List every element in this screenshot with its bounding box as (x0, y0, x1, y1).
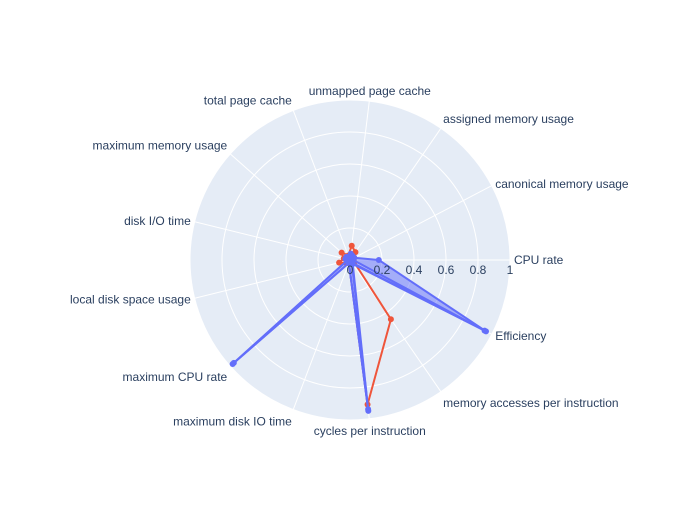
category-label: assigned memory usage (443, 112, 574, 126)
data-point (481, 327, 488, 334)
radial-ticks: 0 0.2 0.4 0.6 0.8 1 (347, 263, 514, 277)
category-label: disk I/O time (124, 214, 191, 228)
data-point (230, 359, 237, 366)
radial-tick-label: 0.8 (470, 263, 487, 277)
polar-series (229, 242, 490, 414)
category-label: memory accesses per instruction (443, 396, 618, 410)
grid-spoke (349, 259, 442, 392)
radial-tick-label: 1 (507, 263, 514, 277)
data-point (336, 259, 343, 266)
radial-tick-label: 0 (347, 263, 354, 277)
data-point (375, 257, 382, 263)
series-2 (230, 253, 488, 413)
data-point (365, 406, 372, 413)
grid-spoke (349, 128, 442, 261)
radial-tick-label: 0.2 (374, 263, 391, 277)
data-point (348, 259, 355, 266)
angular-labels: CPU rate canonical memory usage assigned m… (70, 84, 629, 438)
grid-spoke (229, 153, 351, 261)
category-label: local disk space usage (70, 292, 191, 306)
grid-spoke (349, 101, 370, 261)
category-label: maximum memory usage (93, 138, 228, 152)
radial-tick-label: 0.6 (438, 263, 455, 277)
grid-spoke (194, 221, 351, 261)
category-label: total page cache (204, 94, 292, 108)
data-point (348, 242, 355, 249)
category-label: Efficiency (495, 329, 546, 343)
data-point (387, 316, 394, 323)
category-label: CPU rate (514, 253, 564, 267)
grid-spoke (349, 185, 492, 261)
grid-spoke (292, 110, 351, 261)
grid-spoke (194, 259, 351, 299)
data-point (338, 249, 345, 256)
category-label: cycles per instruction (314, 424, 426, 438)
category-label: maximum disk IO time (173, 414, 292, 428)
category-label: maximum CPU rate (123, 370, 228, 384)
radial-tick-label: 0.4 (406, 263, 423, 277)
category-label: canonical memory usage (495, 177, 629, 191)
category-label: unmapped page cache (309, 84, 431, 98)
grid-spoke (292, 259, 351, 410)
